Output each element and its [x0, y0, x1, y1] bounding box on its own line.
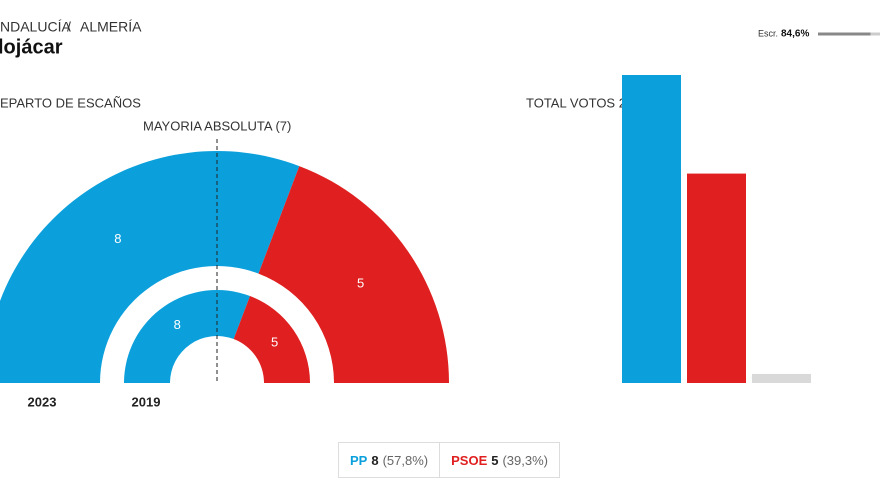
page-title: lojácar: [0, 36, 63, 58]
seat-label: 8: [174, 317, 181, 332]
bar: [687, 173, 746, 383]
legend-seats: 8: [371, 452, 379, 468]
seat-label: 5: [271, 335, 278, 350]
seat-segment: [124, 290, 250, 383]
bar: [752, 373, 811, 383]
seat-segment: [233, 296, 310, 383]
legend-party: PP: [350, 452, 368, 468]
chart-title: TOTAL VOTOS 2: [526, 95, 626, 110]
seat-segment: [258, 166, 449, 383]
seat-label: 5: [357, 275, 364, 290]
legend-pct: (39,3%): [502, 452, 548, 468]
legend-item: PSOE 5 (39,3%): [440, 443, 559, 477]
legend: PP 8 (57,8%) PSOE 5 (39,3%): [338, 442, 560, 478]
legend-party: PSOE: [451, 452, 488, 468]
breadcrumb: NDALUCÍA: [0, 19, 71, 35]
breadcrumb-separator: /: [67, 19, 71, 35]
ring-label: 2023: [28, 394, 57, 409]
majority-label: MAYORIA ABSOLUTA (7): [143, 118, 291, 133]
seat-segment: [0, 151, 300, 383]
breadcrumb: ALMERÍA: [80, 19, 142, 35]
legend-seats: 5: [491, 452, 499, 468]
ring-label: 2019: [132, 394, 161, 409]
legend-item: PP 8 (57,8%): [339, 443, 441, 477]
legend-pct: (57,8%): [382, 452, 429, 468]
seat-label: 8: [114, 231, 121, 246]
bar: [622, 75, 681, 383]
scrutiny-value: 84,6%: [781, 29, 809, 40]
scrutiny-label: Escr.: [758, 28, 778, 38]
chart-title: EPARTO DE ESCAÑOS: [0, 95, 141, 110]
